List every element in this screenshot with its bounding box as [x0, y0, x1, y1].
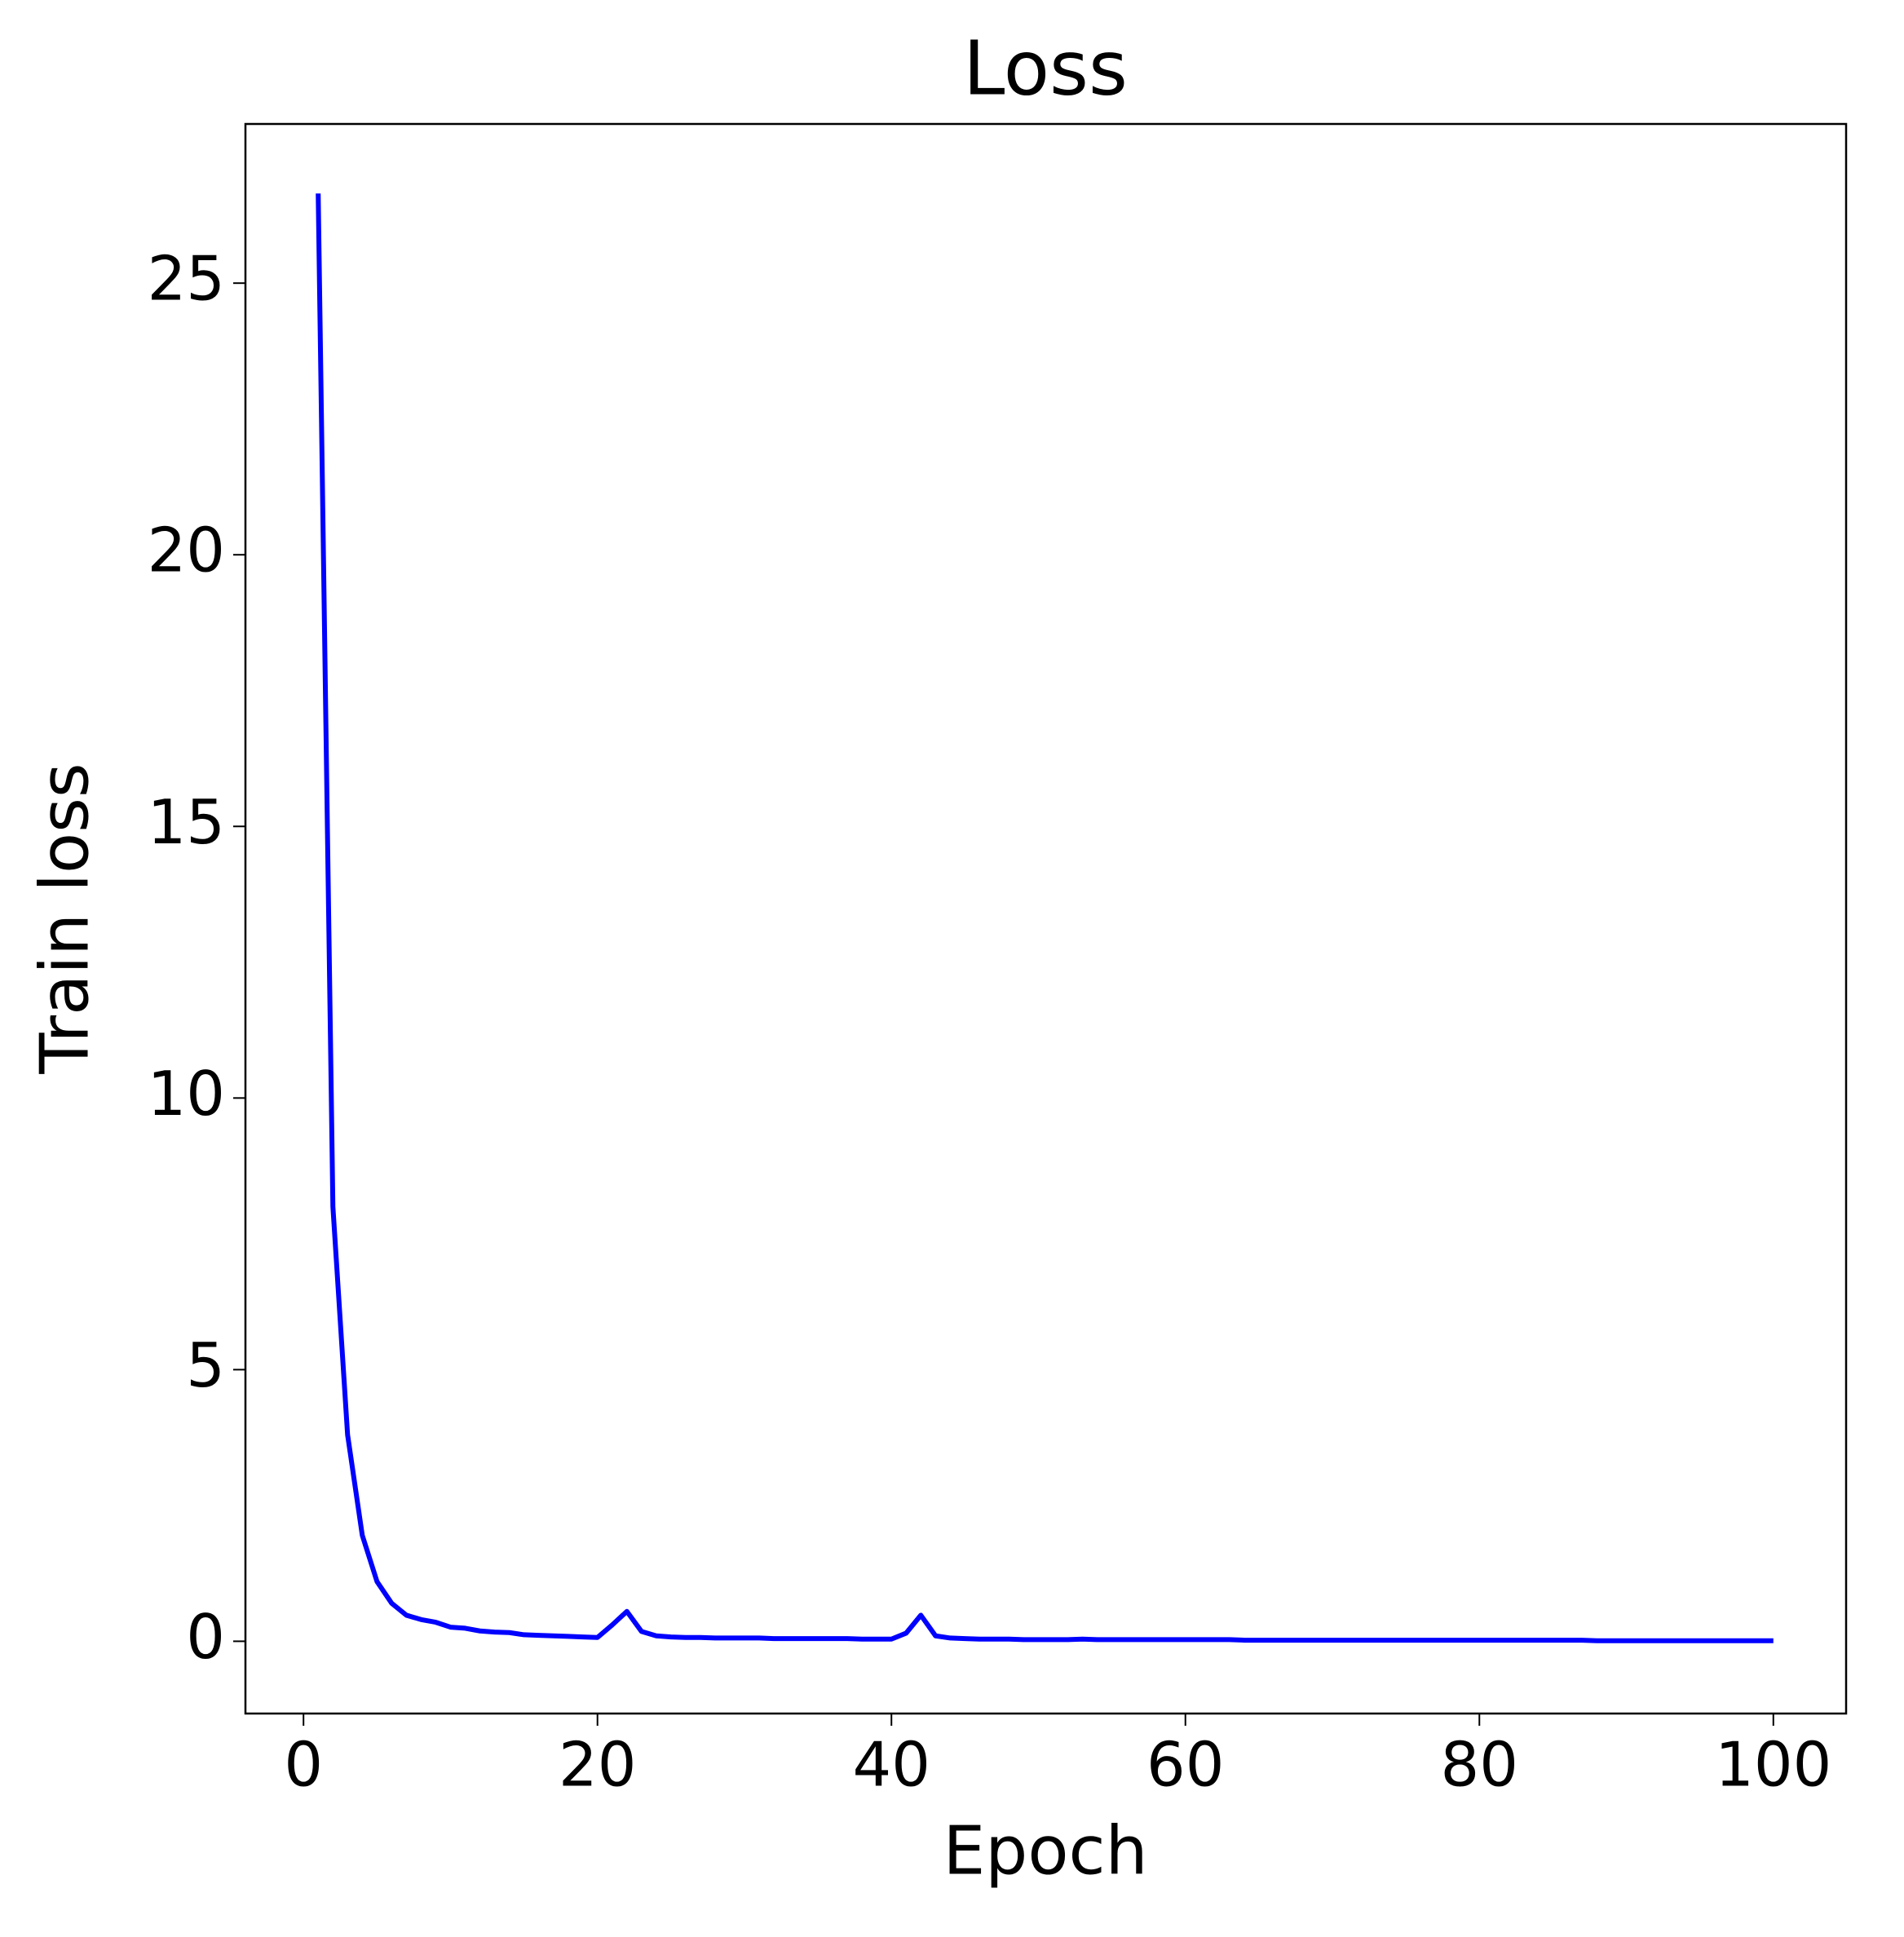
x-tick-label: 20 — [559, 1729, 636, 1801]
chart-title: Loss — [963, 24, 1128, 112]
y-axis-label: Train loss — [26, 763, 104, 1074]
x-tick-label: 100 — [1715, 1729, 1831, 1801]
y-tick-label: 25 — [148, 243, 225, 315]
x-tick-label: 80 — [1441, 1729, 1518, 1801]
x-axis-label: Epoch — [943, 1812, 1147, 1890]
y-tick-label: 10 — [148, 1058, 225, 1130]
y-tick-label: 0 — [186, 1601, 225, 1673]
plot-frame — [244, 122, 1848, 1715]
x-tick-label: 0 — [284, 1729, 323, 1801]
line-series — [316, 193, 1774, 1643]
x-tick-label: 60 — [1146, 1729, 1224, 1801]
x-tick-label: 40 — [853, 1729, 930, 1801]
y-tick-label: 20 — [148, 515, 225, 586]
y-tick-label: 15 — [148, 786, 225, 858]
y-tick-label: 5 — [186, 1329, 225, 1401]
